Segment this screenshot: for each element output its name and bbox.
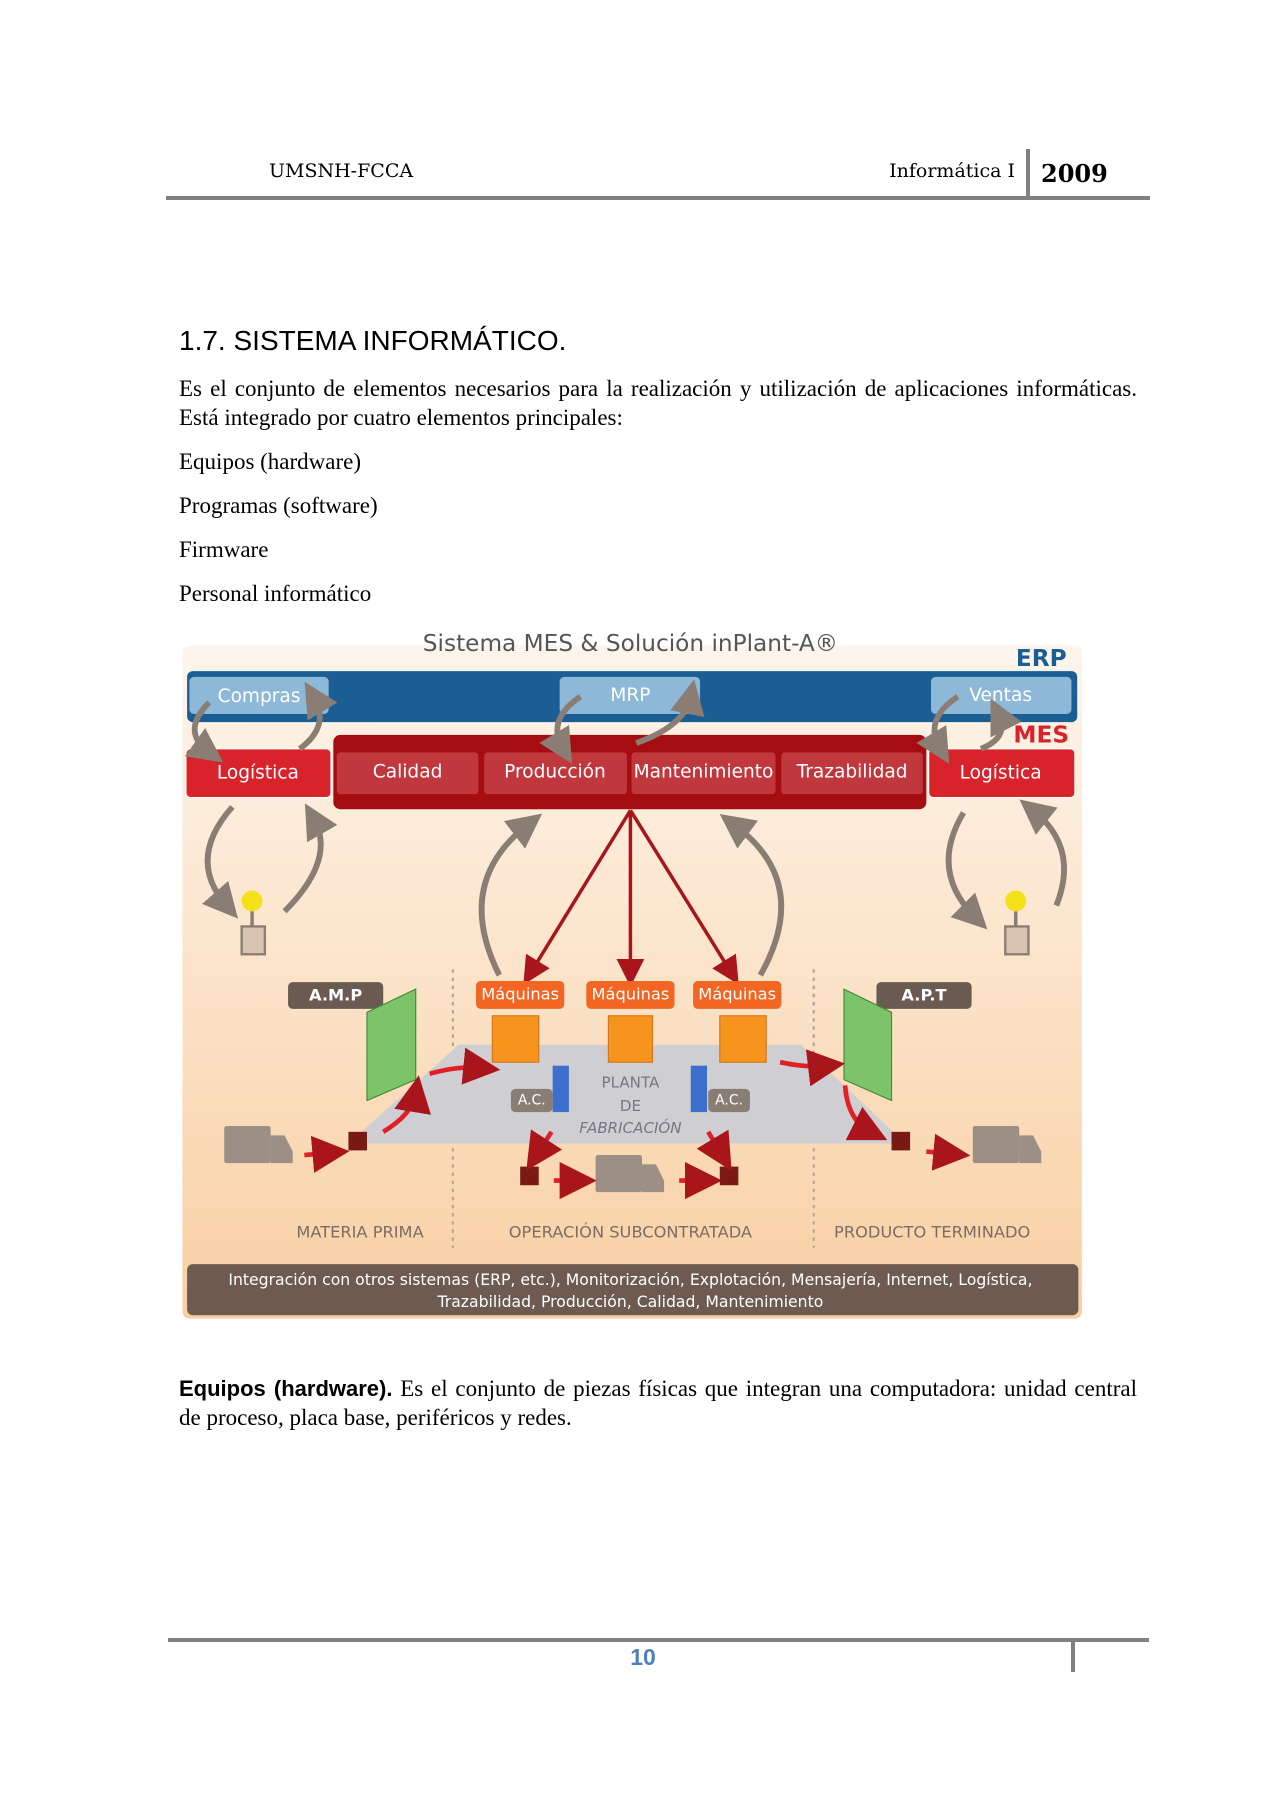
machine-box — [476, 980, 565, 1009]
mes-module-label: Mantenimiento — [634, 762, 774, 783]
erp-module-label: MRP — [610, 685, 650, 706]
integration-bar — [187, 1264, 1079, 1316]
flow-arrows — [184, 679, 1067, 977]
erp-label: ERP — [1016, 645, 1067, 672]
body-paragraph: Equipos (hardware). Es el conjunto de pi… — [179, 1374, 1137, 1432]
mes-module-label: Calidad — [373, 762, 443, 783]
header-subject: Informática I — [889, 160, 1015, 182]
mes-module-label: Logística — [960, 763, 1042, 784]
mes-module — [336, 752, 479, 795]
mes-module-label: Logística — [217, 763, 299, 784]
header-left: UMSNH-FCCA — [269, 160, 414, 182]
store-label: A.P.T — [901, 986, 946, 1005]
mes-module — [484, 752, 627, 795]
zone-label: OPERACIÓN SUBCONTRATADA — [509, 1222, 752, 1241]
mes-module — [928, 748, 1076, 799]
machine-label: Máquinas — [698, 984, 776, 1003]
integration-text: Integración con otros sistemas (ERP, etc… — [228, 1270, 1032, 1289]
machine-label: Máquinas — [592, 984, 670, 1003]
sensors — [240, 890, 1030, 956]
trucks — [224, 1126, 1042, 1193]
ac-label: A.C. — [518, 1092, 546, 1108]
erp-module — [559, 676, 701, 715]
ac-box — [510, 1088, 553, 1113]
integration-text: Trazabilidad, Producción, Calidad, Mante… — [437, 1292, 824, 1311]
body-text: Es el conjunto de piezas físicas que int… — [179, 1376, 1137, 1430]
zone-label: MATERIA PRIMA — [296, 1222, 423, 1241]
header-rule — [166, 196, 1150, 200]
zone-label: PRODUCTO TERMINADO — [834, 1222, 1030, 1241]
store-box — [288, 982, 384, 1009]
erp-module-label: Ventas — [969, 685, 1032, 706]
machine-label: Máquinas — [481, 984, 559, 1003]
ac-box — [708, 1088, 750, 1113]
mes-module-label: Producción — [504, 762, 606, 783]
list-item: Equipos (hardware) — [179, 449, 362, 474]
mes-bar — [333, 734, 927, 810]
footer-rule — [168, 1638, 1149, 1642]
header-year: 2009 — [1041, 159, 1108, 188]
mes-label: MES — [1013, 722, 1069, 749]
control-arrows — [523, 809, 739, 987]
list-item: Programas (software) — [179, 493, 378, 518]
mes-module-label: Trazabilidad — [796, 762, 908, 783]
machines — [491, 1015, 767, 1063]
machine-box — [586, 980, 675, 1009]
ac-label: A.C. — [715, 1092, 743, 1108]
pallets — [348, 1131, 911, 1186]
erp-module — [930, 676, 1072, 715]
plant-label: FABRICACIÓN — [579, 1118, 681, 1137]
erp-module — [189, 676, 329, 715]
machine-box — [693, 980, 782, 1009]
footer-bar — [1071, 1640, 1075, 1672]
figure-title: Sistema MES & Solución inPlant-A® — [423, 630, 838, 657]
list-item: Personal informático — [179, 581, 372, 606]
material-arrows — [304, 1047, 971, 1200]
store-label: A.M.P — [309, 986, 362, 1005]
header-bar — [1026, 149, 1030, 199]
erp-module-label: Compras — [218, 686, 301, 707]
plant-label: DE — [620, 1097, 641, 1115]
intro: Es el conjunto de elementos necesarios p… — [179, 376, 1137, 430]
ac-units — [552, 1065, 708, 1113]
mes-diagram: Sistema MES & Solución inPlant-A® ERP Co… — [182, 630, 1082, 1319]
store-box — [876, 982, 972, 1009]
list-item: Firmware — [179, 537, 269, 562]
mes-module — [781, 752, 923, 795]
plant-label: PLANTA — [602, 1074, 660, 1092]
mes-module — [631, 752, 776, 795]
section-title: 1.7. SISTEMA INFORMÁTICO. — [179, 325, 567, 356]
body-term: Equipos (hardware). — [179, 1376, 393, 1401]
page-number: 10 — [630, 1644, 656, 1670]
